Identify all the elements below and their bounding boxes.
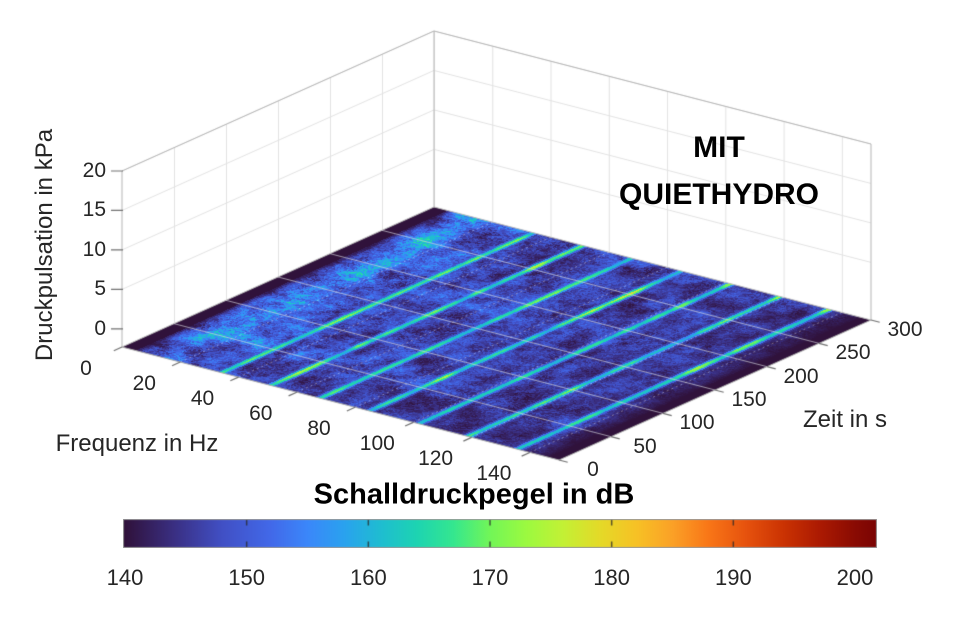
- colorbar-tick-label: 200: [836, 565, 874, 590]
- y-tick-label: 150: [731, 388, 767, 411]
- z-tick-label: 5: [94, 277, 106, 301]
- annotation: MIT QUIETHYDRO: [619, 124, 819, 218]
- y-tick-label: 100: [679, 411, 715, 435]
- x-tick-label: 140: [476, 462, 512, 486]
- x-tick-label: 40: [190, 387, 215, 411]
- x-tick-label: 0: [80, 357, 92, 380]
- z-tick-label: 15: [82, 198, 106, 222]
- y-tick-label: 0: [587, 458, 599, 481]
- y-tick-label: 250: [835, 341, 871, 365]
- y-axis-label: Zeit in s: [802, 406, 888, 433]
- colorbar-tick-label: 150: [228, 565, 266, 590]
- z-tick-label: 10: [82, 237, 106, 261]
- annotation-line-1: MIT: [693, 131, 745, 164]
- colorbar-tick-label: 140: [106, 565, 144, 590]
- colorbar-tick-label: 170: [471, 565, 509, 590]
- colorbar-tick-label: 180: [593, 565, 631, 590]
- x-tick-label: 100: [359, 432, 395, 456]
- annotation-line-2: QUIETHYDRO: [618, 178, 820, 211]
- colorbar-title: Schalldruckpegel in dB: [313, 478, 635, 511]
- y-tick-label: 300: [887, 318, 923, 341]
- x-tick-label: 120: [418, 447, 454, 471]
- colorbar-tick-label: 190: [714, 565, 752, 590]
- x-axis-label: Frequenz in Hz: [55, 430, 219, 457]
- x-tick-label: 80: [307, 417, 331, 441]
- z-axis-label: Druckpulsation in kPa: [31, 128, 58, 362]
- y-tick-label: 50: [633, 434, 657, 458]
- z-tick-label: 20: [82, 159, 106, 182]
- x-tick-label: 60: [249, 402, 273, 426]
- colorbar-tick-label: 160: [349, 565, 387, 590]
- colorbar-canvas: [123, 519, 877, 548]
- y-tick-label: 200: [783, 364, 819, 388]
- x-tick-label: 20: [132, 372, 156, 396]
- z-tick-label: 0: [94, 316, 106, 340]
